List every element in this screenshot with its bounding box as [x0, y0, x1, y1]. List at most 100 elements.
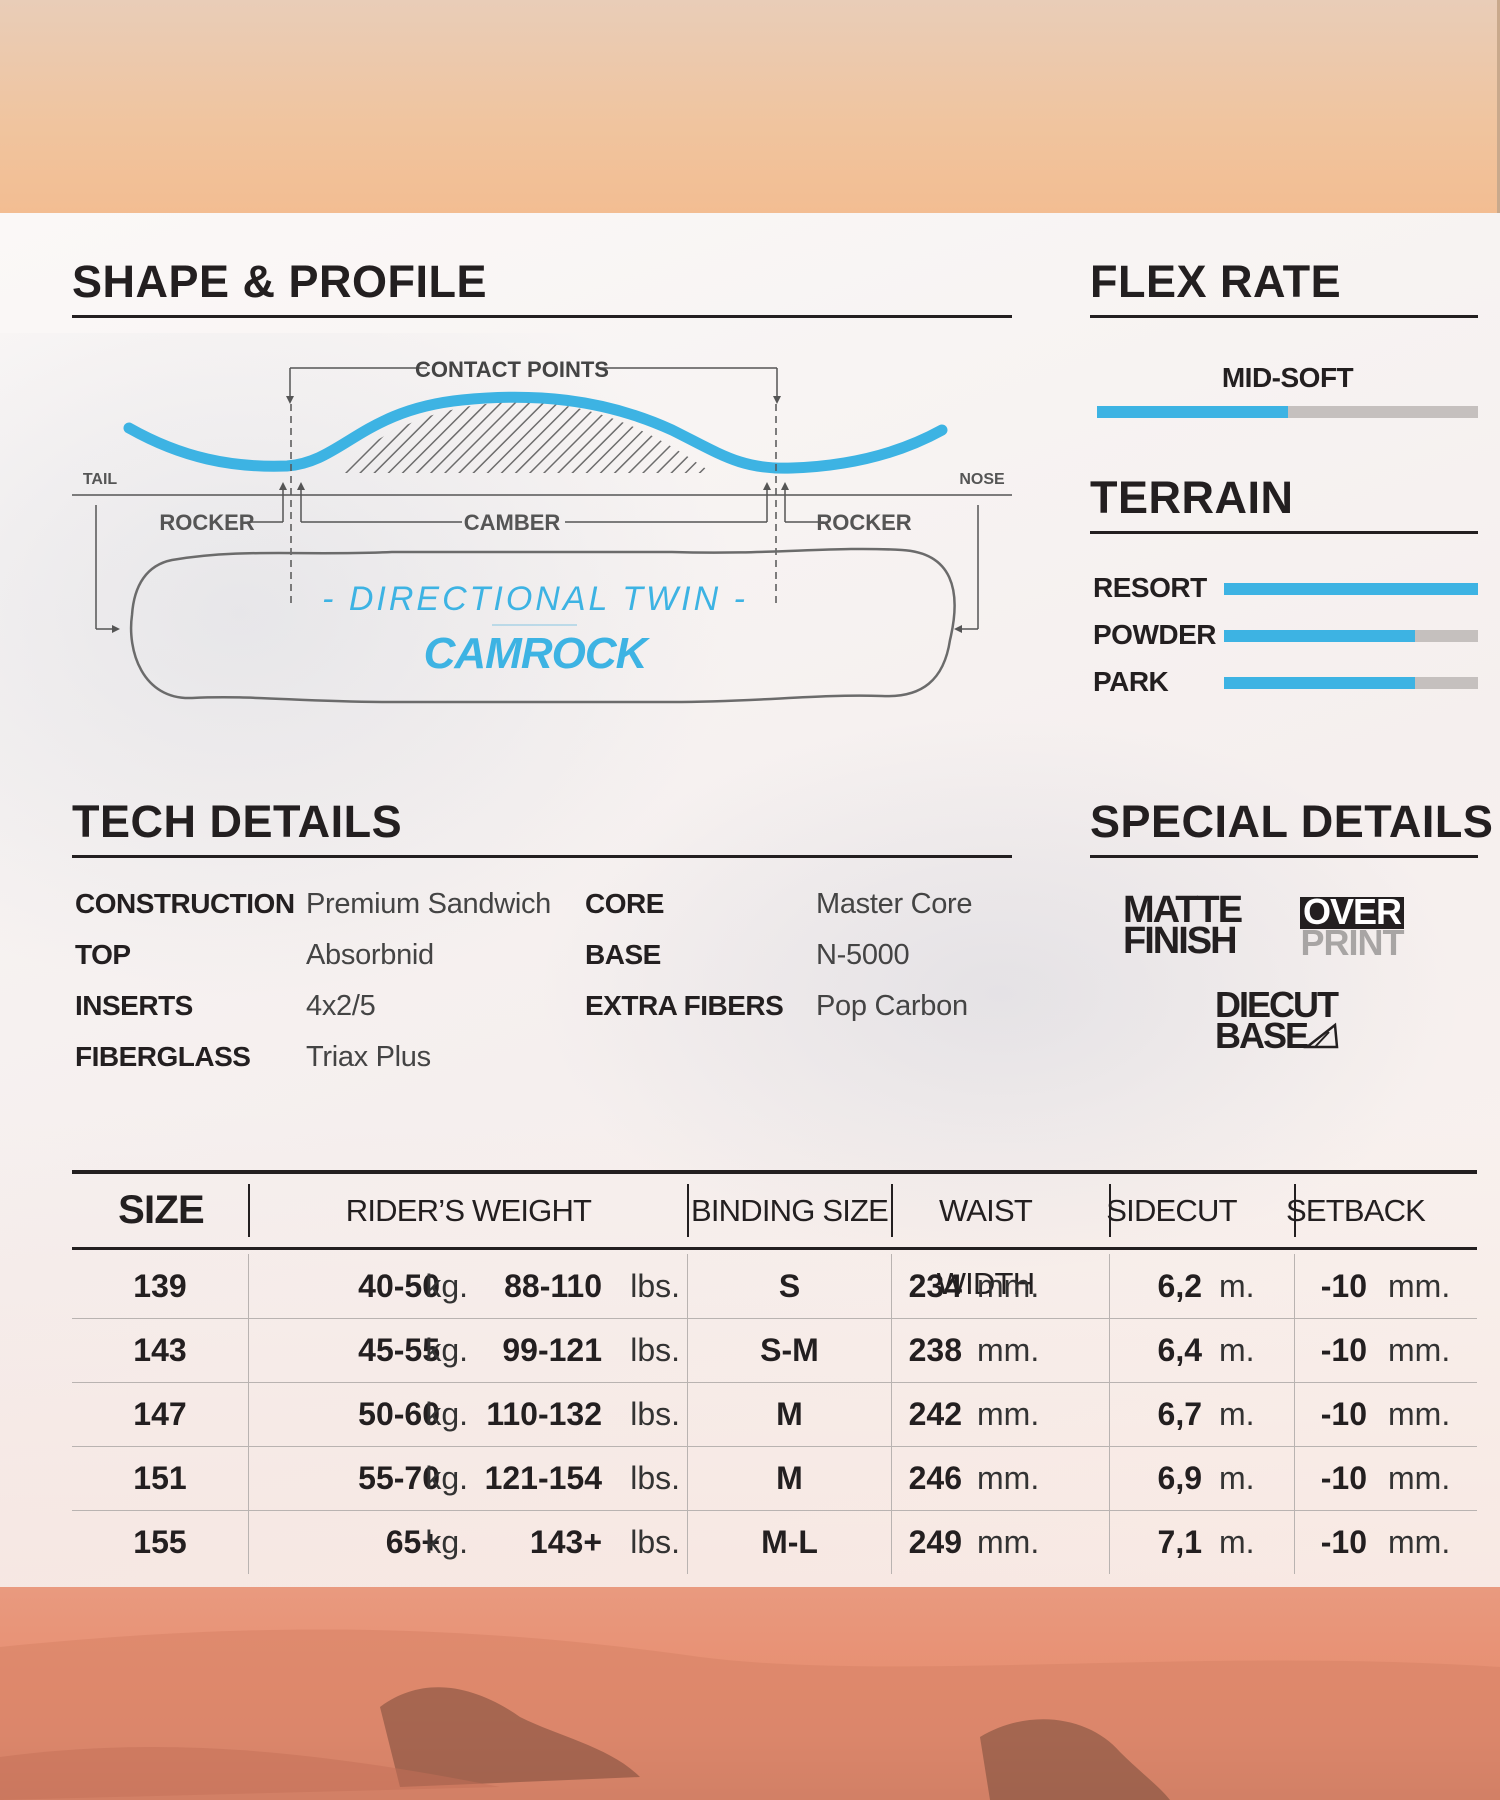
cell-waist-width: 234: [908, 1268, 962, 1304]
cell-waist-width: 249: [908, 1524, 962, 1560]
cell-sidecut: 6,7: [1157, 1396, 1202, 1432]
header-binding-size: BINDING SIZE: [690, 1193, 889, 1228]
cell-setback: -10: [1320, 1332, 1367, 1368]
shape-profile-heading: SHAPE & PROFILE: [72, 256, 488, 307]
cell-setback-unit: mm.: [1388, 1268, 1451, 1304]
cell-binding-size: M: [776, 1396, 803, 1432]
cell-waist-width: 238: [908, 1332, 962, 1368]
cell-sidecut: 6,4: [1157, 1332, 1202, 1368]
cell-m-unit: m.: [1219, 1460, 1255, 1496]
camber-hatch: [337, 401, 712, 473]
terrain-park-fill: [1224, 677, 1415, 689]
special-details-heading: SPECIAL DETAILS: [1090, 796, 1494, 847]
cell-kg-unit: kg.: [425, 1460, 468, 1496]
header-setback: SETBACK: [1285, 1193, 1426, 1228]
cell-weight-lbs: 99-121: [502, 1332, 602, 1368]
cell-lbs-unit: lbs.: [630, 1524, 680, 1560]
cell-size: 151: [133, 1460, 187, 1496]
terrain-resort-fill: [1224, 583, 1478, 595]
table-row: 151 55-70 kg. 121-154 lbs. M 246 mm. 6,9 m. -10 mm.: [72, 1446, 1477, 1511]
cell-m-unit: m.: [1219, 1524, 1255, 1560]
flex-rating-fill: [1097, 406, 1288, 418]
profile-diagram: CONTACT POINTS TAIL NOSE ROCKER CAMBER R…: [72, 357, 1012, 704]
board-profile-line: [123, 391, 948, 474]
contact-points-label: CONTACT POINTS: [415, 357, 609, 382]
cell-setback-unit: mm.: [1388, 1396, 1451, 1432]
bottom-photo-background: [0, 1587, 1500, 1800]
tech-details-rule: [72, 855, 1012, 858]
tech-value-base: N-5000: [816, 939, 910, 971]
tech-value-fiberglass: Triax Plus: [306, 1041, 431, 1073]
tech-value-inserts: 4x2/5: [306, 990, 376, 1022]
tech-key-construction: CONSTRUCTION: [75, 888, 295, 919]
board-outline: [129, 547, 956, 704]
flex-rating-label: MID-SOFT: [1221, 362, 1354, 393]
profile-name: CAMROCK: [424, 629, 651, 678]
cell-size: 139: [133, 1268, 187, 1304]
tech-value-extra-fibers: Pop Carbon: [816, 990, 968, 1022]
cell-sidecut: 6,2: [1157, 1268, 1202, 1304]
cell-kg-unit: kg.: [425, 1396, 468, 1432]
tech-key-extra-fibers: EXTRA FIBERS: [585, 990, 784, 1021]
cell-mm-unit: mm.: [977, 1396, 1040, 1432]
cell-binding-size: S-M: [760, 1332, 819, 1368]
size-table-header: SIZE RIDER’S WEIGHT BINDING SIZE WAIST W…: [72, 1170, 1477, 1301]
cell-binding-size: M-L: [761, 1524, 818, 1560]
base-text: BASE: [1215, 1015, 1308, 1056]
cell-kg-unit: kg.: [425, 1524, 468, 1560]
cell-setback: -10: [1320, 1396, 1367, 1432]
top-photo-background: [0, 0, 1500, 213]
tech-key-base: BASE: [585, 939, 661, 970]
cell-weight-lbs: 143+: [529, 1524, 602, 1560]
header-size: SIZE: [118, 1188, 205, 1232]
table-row: 139 40-50 kg. 88-110 lbs. S 234 mm. 6,2 m. -10 mm.: [72, 1254, 1477, 1319]
cell-weight-kg: 45-55: [358, 1332, 440, 1368]
tech-details-heading: TECH DETAILS: [72, 796, 403, 847]
size-table-body: 139 40-50 kg. 88-110 lbs. S 234 mm. 6,2 m. -10 mm. 1…: [72, 1254, 1477, 1574]
special-details-badges: MATTE FINISH OVER PRINT DIECUT BASE: [1123, 890, 1406, 1056]
terrain-park-label: PARK: [1093, 666, 1169, 697]
matte-text: MATTE: [1123, 890, 1242, 931]
finish-text: FINISH: [1123, 920, 1236, 962]
shape-name: - DIRECTIONAL TWIN -: [322, 580, 748, 618]
cell-weight-lbs: 121-154: [484, 1460, 602, 1496]
print-text: PRINT: [1301, 922, 1405, 963]
tech-value-construction: Premium Sandwich: [306, 888, 552, 920]
cell-setback-unit: mm.: [1388, 1524, 1451, 1560]
cell-setback-unit: mm.: [1388, 1332, 1451, 1368]
cell-weight-kg: 65+: [385, 1524, 440, 1560]
tech-key-core: CORE: [585, 888, 664, 919]
tech-key-inserts: INSERTS: [75, 990, 193, 1021]
cell-waist-width: 246: [908, 1460, 962, 1496]
terrain-rule: [1090, 531, 1478, 534]
flex-rate-rule: [1090, 315, 1478, 318]
diecut-blade-icon: [1303, 1022, 1339, 1049]
cell-setback: -10: [1320, 1268, 1367, 1304]
cell-lbs-unit: lbs.: [630, 1460, 680, 1496]
nose-label: NOSE: [959, 471, 1005, 488]
tech-key-top: TOP: [75, 939, 131, 970]
cell-weight-kg: 55-70: [358, 1460, 440, 1496]
cell-mm-unit: mm.: [977, 1268, 1040, 1304]
flex-rate-heading: FLEX RATE: [1090, 256, 1342, 307]
cell-weight-kg: 40-50: [358, 1268, 440, 1304]
terrain-park-bar: [1224, 677, 1478, 689]
cell-setback: -10: [1320, 1460, 1367, 1496]
tech-key-fiberglass: FIBERGLASS: [75, 1041, 251, 1072]
cell-lbs-unit: lbs.: [630, 1396, 680, 1432]
header-riders-weight: RIDER’S WEIGHT: [345, 1193, 592, 1228]
terrain-powder-bar: [1224, 630, 1478, 642]
cell-binding-size: S: [778, 1268, 801, 1304]
cell-mm-unit: mm.: [977, 1460, 1040, 1496]
terrain-powder-label: POWDER: [1093, 619, 1217, 650]
rocker-left-label: ROCKER: [159, 510, 254, 535]
header-sidecut: SIDECUT: [1106, 1193, 1237, 1228]
cell-waist-width: 242: [908, 1396, 962, 1432]
tech-value-top: Absorbnid: [306, 939, 434, 971]
flex-rating-bar: [1097, 406, 1478, 418]
cell-mm-unit: mm.: [977, 1524, 1040, 1560]
cell-weight-kg: 50-60: [358, 1396, 440, 1432]
tail-label: TAIL: [83, 471, 118, 488]
terrain-resort-bar: [1224, 583, 1478, 595]
cell-m-unit: m.: [1219, 1396, 1255, 1432]
